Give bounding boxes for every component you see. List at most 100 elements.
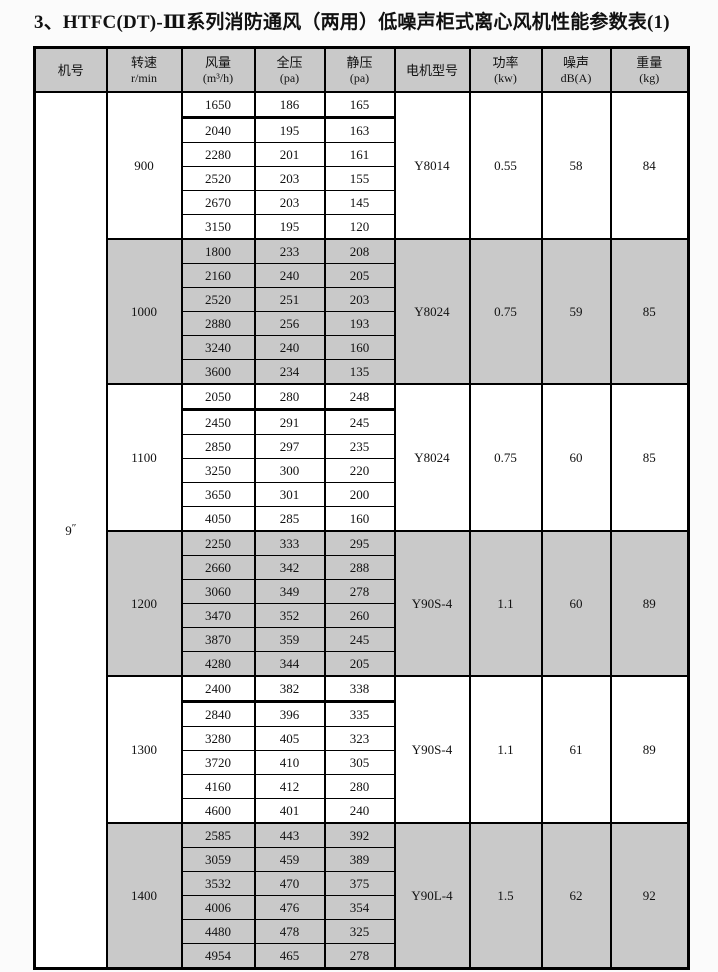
speed-cell: 1300	[105, 675, 183, 824]
airflow-cell: 3720	[180, 750, 256, 775]
table-row: 2850 297 235	[35, 434, 689, 459]
total-pressure-cell: 459	[253, 847, 326, 872]
static-pressure-cell: 205	[323, 263, 396, 288]
total-pressure-cell: 382	[253, 675, 326, 703]
table-row: 1000 1800 233 208 Y8024 0.75 59 85	[35, 238, 690, 385]
airflow-cell: 4600	[180, 798, 256, 824]
header-unit: (m³/h)	[202, 71, 234, 85]
col-header-motor-model: 电机型号	[393, 47, 471, 93]
static-pressure-cell: 392	[323, 822, 396, 848]
noise-cell: 58	[540, 91, 612, 240]
static-pressure-cell: 335	[323, 701, 396, 727]
table-row: 1200 2250 333 295 Y90S-4 1.1 60 89	[35, 530, 690, 677]
static-pressure-cell: 245	[323, 409, 396, 435]
weight-cell: 84	[609, 91, 690, 240]
table-row: 4006 476 354	[35, 895, 689, 920]
col-header-machine-no: 机号	[33, 47, 108, 93]
static-pressure-cell: 200	[323, 482, 396, 507]
static-pressure-cell: 240	[323, 798, 396, 824]
static-pressure-cell: 375	[323, 871, 396, 896]
total-pressure-cell: 333	[253, 530, 326, 556]
motor-model-cell: Y90S-4	[393, 675, 471, 824]
static-pressure-cell: 155	[323, 166, 396, 191]
total-pressure-cell: 352	[253, 603, 326, 628]
weight-cell: 92	[609, 822, 690, 969]
airflow-cell: 4280	[180, 651, 256, 677]
static-pressure-cell: 325	[323, 919, 396, 944]
header-unit: (pa)	[349, 71, 370, 85]
static-pressure-cell: 235	[323, 434, 396, 459]
airflow-cell: 2880	[180, 311, 256, 336]
motor-model-cell: Y8024	[393, 238, 471, 385]
total-pressure-cell: 359	[253, 627, 326, 652]
header-label: 全压	[276, 55, 303, 70]
weight-cell: 85	[609, 238, 690, 385]
table-row: 9″ 900 1650 186 165 Y8014 0.55 58 84	[33, 91, 690, 969]
static-pressure-cell: 295	[323, 530, 396, 556]
airflow-cell: 3470	[180, 603, 256, 628]
static-pressure-cell: 278	[323, 579, 396, 604]
airflow-cell: 1650	[180, 91, 256, 119]
noise-cell: 61	[540, 675, 612, 824]
table-row: 2840 396 335	[35, 701, 689, 727]
total-pressure-cell: 186	[253, 91, 326, 119]
table-row: 3060 349 278	[35, 579, 689, 604]
header-unit: (kw)	[494, 71, 517, 85]
static-pressure-cell: 280	[323, 774, 396, 799]
col-header-weight: 重量 (kg)	[609, 47, 690, 93]
speed-cell: 1200	[105, 530, 183, 677]
header-unit: dB(A)	[560, 71, 592, 85]
static-pressure-cell: 248	[323, 383, 396, 411]
table-row: 3150 195 120	[35, 214, 689, 240]
total-pressure-cell: 342	[253, 555, 326, 580]
static-pressure-cell: 354	[323, 895, 396, 920]
motor-model-cell: Y90L-4	[393, 822, 471, 969]
table-row: 3470 352 260	[35, 603, 689, 628]
table-row: 4160 412 280	[35, 774, 689, 799]
total-pressure-cell: 201	[253, 142, 326, 167]
weight-cell: 89	[609, 675, 690, 824]
header-label: 重量	[636, 55, 663, 70]
speed-cell: 1000	[105, 238, 183, 385]
table-row: 2660 342 288	[35, 555, 689, 580]
power-cell: 1.1	[468, 530, 543, 677]
page-title: 3、HTFC(DT)-Ⅲ系列消防通风（两用）低噪声柜式离心风机性能参数表(1)	[34, 12, 670, 33]
total-pressure-cell: 195	[253, 214, 326, 240]
airflow-cell: 2280	[180, 142, 256, 167]
header-label: 转速	[130, 55, 157, 70]
table-row: 3870 359 245	[35, 627, 689, 652]
airflow-cell: 2450	[180, 409, 256, 435]
static-pressure-cell: 203	[323, 287, 396, 312]
static-pressure-cell: 389	[323, 847, 396, 872]
motor-model-cell: Y8014	[393, 91, 471, 240]
col-header-airflow: 风量 (m³/h)	[180, 47, 256, 93]
airflow-cell: 4006	[180, 895, 256, 920]
weight-cell: 85	[609, 383, 690, 532]
table-row: 3532 470 375	[35, 871, 689, 896]
header-label: 机号	[57, 62, 84, 78]
motor-model-cell: Y90S-4	[393, 530, 471, 677]
power-cell: 1.5	[468, 822, 543, 969]
total-pressure-cell: 297	[253, 434, 326, 459]
table-row: 2280 201 161	[35, 142, 689, 167]
header-unit: (pa)	[279, 71, 300, 85]
total-pressure-cell: 301	[253, 482, 326, 507]
power-cell: 0.55	[468, 91, 543, 240]
airflow-cell: 2520	[180, 166, 256, 191]
static-pressure-cell: 165	[323, 91, 396, 119]
col-header-noise: 噪声 dB(A)	[540, 47, 612, 93]
total-pressure-cell: 285	[253, 506, 326, 532]
static-pressure-cell: 160	[323, 506, 396, 532]
airflow-cell: 1800	[180, 238, 256, 264]
airflow-cell: 4050	[180, 506, 256, 532]
airflow-cell: 2840	[180, 701, 256, 727]
power-cell: 0.75	[468, 238, 543, 385]
table-row: 2040 195 163	[35, 117, 689, 143]
performance-table: 机号 转速 r/min 风量 (m³/h) 全压 (pa) 静压 (pa) 电机…	[33, 46, 690, 970]
total-pressure-cell: 291	[253, 409, 326, 435]
static-pressure-cell: 323	[323, 726, 396, 751]
total-pressure-cell: 256	[253, 311, 326, 336]
static-pressure-cell: 163	[323, 117, 396, 143]
total-pressure-cell: 396	[253, 701, 326, 727]
table-row: 3240 240 160	[35, 335, 689, 360]
